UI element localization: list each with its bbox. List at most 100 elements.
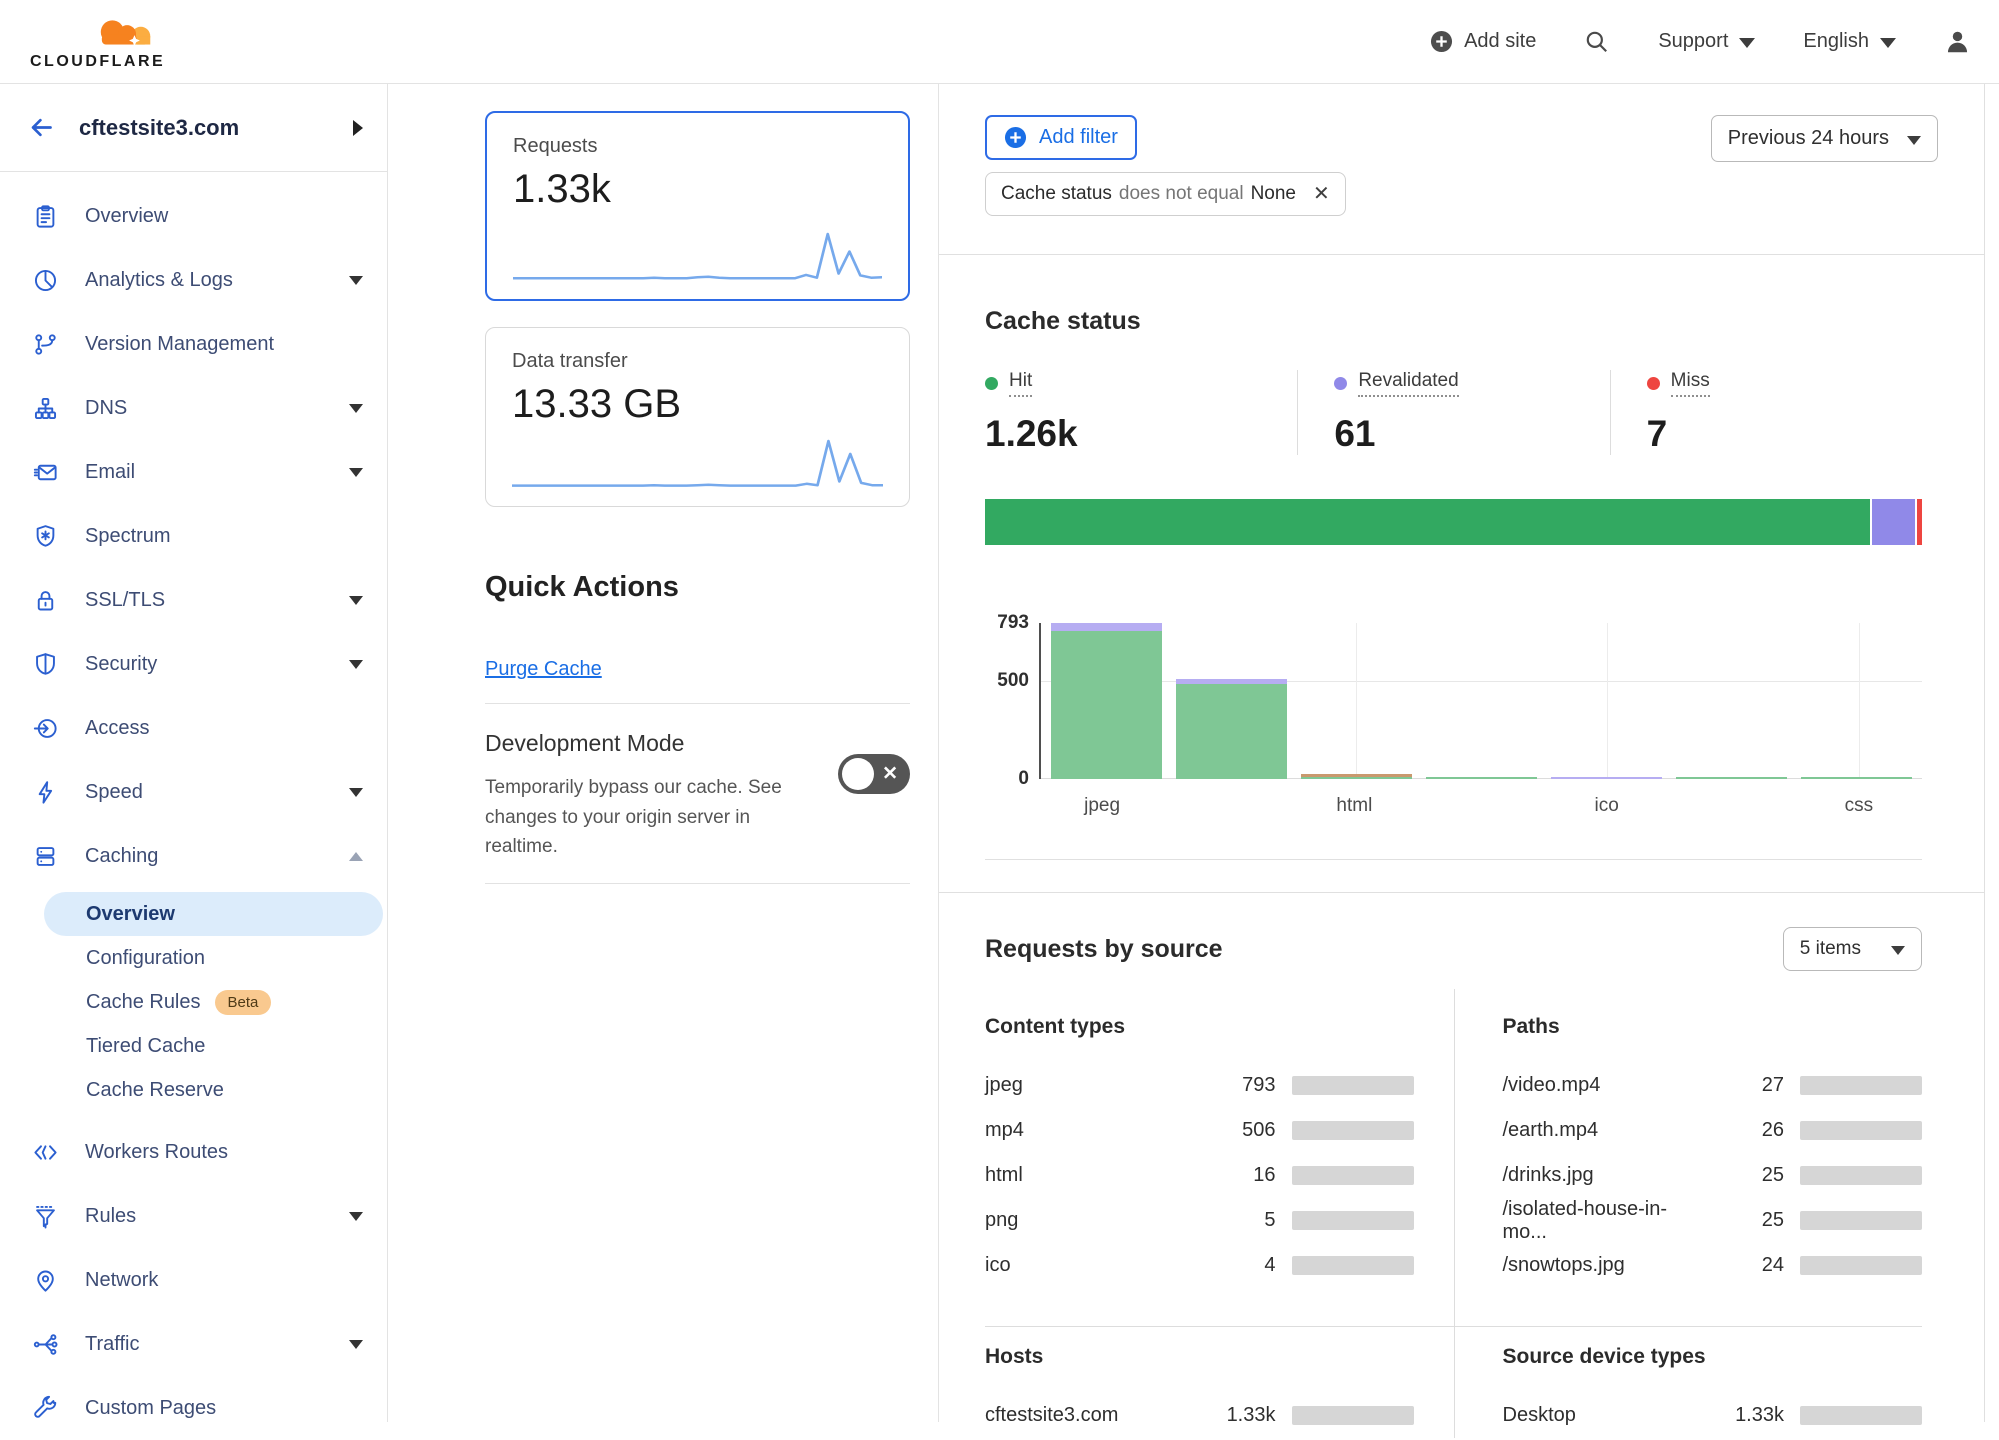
sidebar-subitem-cache-rules[interactable]: Cache Rules Beta	[0, 980, 387, 1024]
user-account-icon[interactable]	[1944, 28, 1971, 55]
row-bar	[1800, 1076, 1922, 1095]
divider	[485, 703, 910, 705]
development-mode-toggle[interactable]: ✕	[838, 754, 910, 795]
subitem-label: Tiered Cache	[86, 1034, 206, 1057]
content-types-block: Content types jpeg 793 mp4 506 html 16 png 5 ico…	[985, 989, 1454, 1326]
sidebar-subitem-tiered-cache[interactable]: Tiered Cache	[0, 1024, 387, 1068]
sidebar-item-security[interactable]: Security	[0, 632, 387, 696]
data-transfer-card[interactable]: Data transfer 13.33 GB	[485, 327, 910, 507]
logo-wordmark: CLOUDFLARE	[30, 53, 166, 70]
chevron-down-icon	[349, 467, 363, 477]
chevron-down-icon	[1739, 38, 1756, 48]
filter-chip[interactable]: Cache status does not equal None ✕	[985, 172, 1346, 216]
table-row: /isolated-house-in-mo... 25	[1503, 1198, 1922, 1243]
legend-label[interactable]: Miss	[1670, 370, 1710, 397]
legend-dot	[1334, 377, 1348, 390]
table-row: png 5	[985, 1198, 1414, 1243]
analytics-icon	[32, 267, 59, 294]
add-site-button[interactable]: Add site	[1430, 30, 1536, 53]
sidebar-subitem-cache-reserve[interactable]: Cache Reserve	[0, 1068, 387, 1112]
chevron-down-icon	[1891, 946, 1905, 955]
caching-icon	[32, 843, 59, 870]
purge-cache-link[interactable]: Purge Cache	[485, 658, 602, 681]
table-row: mp4 506	[985, 1108, 1414, 1153]
sidebar-item-overview[interactable]: Overview	[0, 184, 387, 248]
email-icon	[32, 459, 59, 486]
sidebar-item-version-management[interactable]: Version Management	[0, 312, 387, 376]
time-range-dropdown[interactable]: Previous 24 hours	[1710, 115, 1938, 162]
data-transfer-card-value: 13.33 GB	[512, 382, 682, 426]
sidebar-subitem-configuration[interactable]: Configuration	[0, 936, 387, 980]
chevron-right-icon[interactable]	[353, 119, 363, 136]
bar-segment-hit	[1051, 631, 1162, 779]
x-axis-label: css	[1844, 795, 1874, 816]
subitem-label: Configuration	[86, 946, 205, 969]
spectrum-icon	[32, 523, 59, 550]
table-row: /earth.mp4 26	[1502, 1108, 1922, 1153]
row-bar	[1291, 1211, 1414, 1230]
x-axis-label: ico	[1594, 795, 1619, 816]
sidebar-item-spectrum[interactable]: Spectrum	[0, 504, 387, 568]
sidebar-item-dns[interactable]: DNS	[0, 376, 387, 440]
version-management-icon	[32, 331, 59, 358]
items-count-label: 5 items	[1799, 938, 1861, 959]
bar-ico	[1551, 776, 1662, 779]
hosts-block: Hosts cftestsite3.com 1.33k	[985, 1326, 1454, 1438]
sidebar-item-analytics-logs[interactable]: Analytics & Logs	[0, 248, 387, 312]
access-icon	[32, 715, 59, 742]
stat-value: 1.26k	[985, 413, 1078, 454]
table-row: jpeg 793	[985, 1063, 1414, 1108]
sidebar-item-access[interactable]: Access	[0, 696, 387, 760]
chevron-down-icon	[349, 1339, 363, 1349]
data-transfer-card-label: Data transfer	[512, 350, 628, 372]
plus-circle-icon	[1004, 126, 1027, 149]
items-count-dropdown[interactable]: 5 items	[1782, 927, 1922, 971]
search-icon[interactable]	[1584, 29, 1610, 55]
requests-card[interactable]: Requests 1.33k	[485, 111, 910, 301]
filter-operator: does not equal	[1118, 183, 1244, 204]
sidebar-item-caching[interactable]: Caching	[0, 824, 387, 888]
gridline-vertical	[1859, 623, 1861, 779]
caching-subnav: Overview Configuration Cache Rules Beta Tier…	[0, 888, 387, 1120]
stat-value: 7	[1646, 413, 1668, 454]
row-value: 4	[1264, 1254, 1276, 1276]
row-value: 1.33k	[1735, 1404, 1784, 1426]
chevron-down-icon	[1880, 38, 1896, 48]
sidebar-item-rules[interactable]: Rules	[0, 1184, 387, 1248]
support-menu[interactable]: Support	[1658, 30, 1756, 53]
sidebar-item-network[interactable]: Network	[0, 1248, 387, 1312]
sidebar-subitem-overview[interactable]: Overview	[44, 892, 383, 936]
cloudflare-logo[interactable]: CLOUDFLARE	[30, 12, 190, 71]
legend-label[interactable]: Revalidated	[1358, 370, 1459, 397]
bar-mp4	[1176, 679, 1287, 779]
sidebar-item-custom-pages[interactable]: Custom Pages	[0, 1376, 387, 1440]
sidebar-item-traffic[interactable]: Traffic	[0, 1312, 387, 1376]
add-filter-button[interactable]: Add filter	[985, 115, 1137, 160]
sidebar-item-ssl-tls[interactable]: SSL/TLS	[0, 568, 387, 632]
row-label: Desktop	[1502, 1404, 1576, 1426]
sidebar-item-speed[interactable]: Speed	[0, 760, 387, 824]
add-site-label: Add site	[1464, 30, 1537, 52]
row-value: 1.33k	[1226, 1404, 1276, 1426]
bar-segment-hit	[1801, 776, 1912, 779]
legend-label[interactable]: Hit	[1009, 370, 1033, 397]
bar-segment-revalidated	[1176, 679, 1287, 685]
row-label: /earth.mp4	[1502, 1119, 1599, 1141]
toggle-knob	[842, 758, 874, 791]
traffic-icon	[32, 1331, 59, 1358]
language-menu[interactable]: English	[1803, 30, 1896, 53]
support-label: Support	[1658, 30, 1729, 52]
table-row: /video.mp4 27	[1503, 1063, 1922, 1108]
remove-filter-icon[interactable]: ✕	[1313, 183, 1330, 205]
y-axis-tick: 500	[997, 669, 1029, 691]
toggle-off-x-icon: ✕	[882, 763, 898, 785]
language-label: English	[1803, 30, 1869, 52]
bar-segment-expired	[1301, 774, 1412, 777]
cache-stat-revalidated: Revalidated 61	[1297, 370, 1609, 455]
sidebar-item-workers-routes[interactable]: Workers Routes	[0, 1120, 387, 1184]
bar-segment-hit	[1301, 776, 1412, 779]
chevron-down-icon	[1907, 135, 1921, 145]
x-axis-label: html	[1336, 795, 1373, 816]
sidebar-item-email[interactable]: Email	[0, 440, 387, 504]
back-arrow-icon[interactable]	[28, 114, 55, 141]
